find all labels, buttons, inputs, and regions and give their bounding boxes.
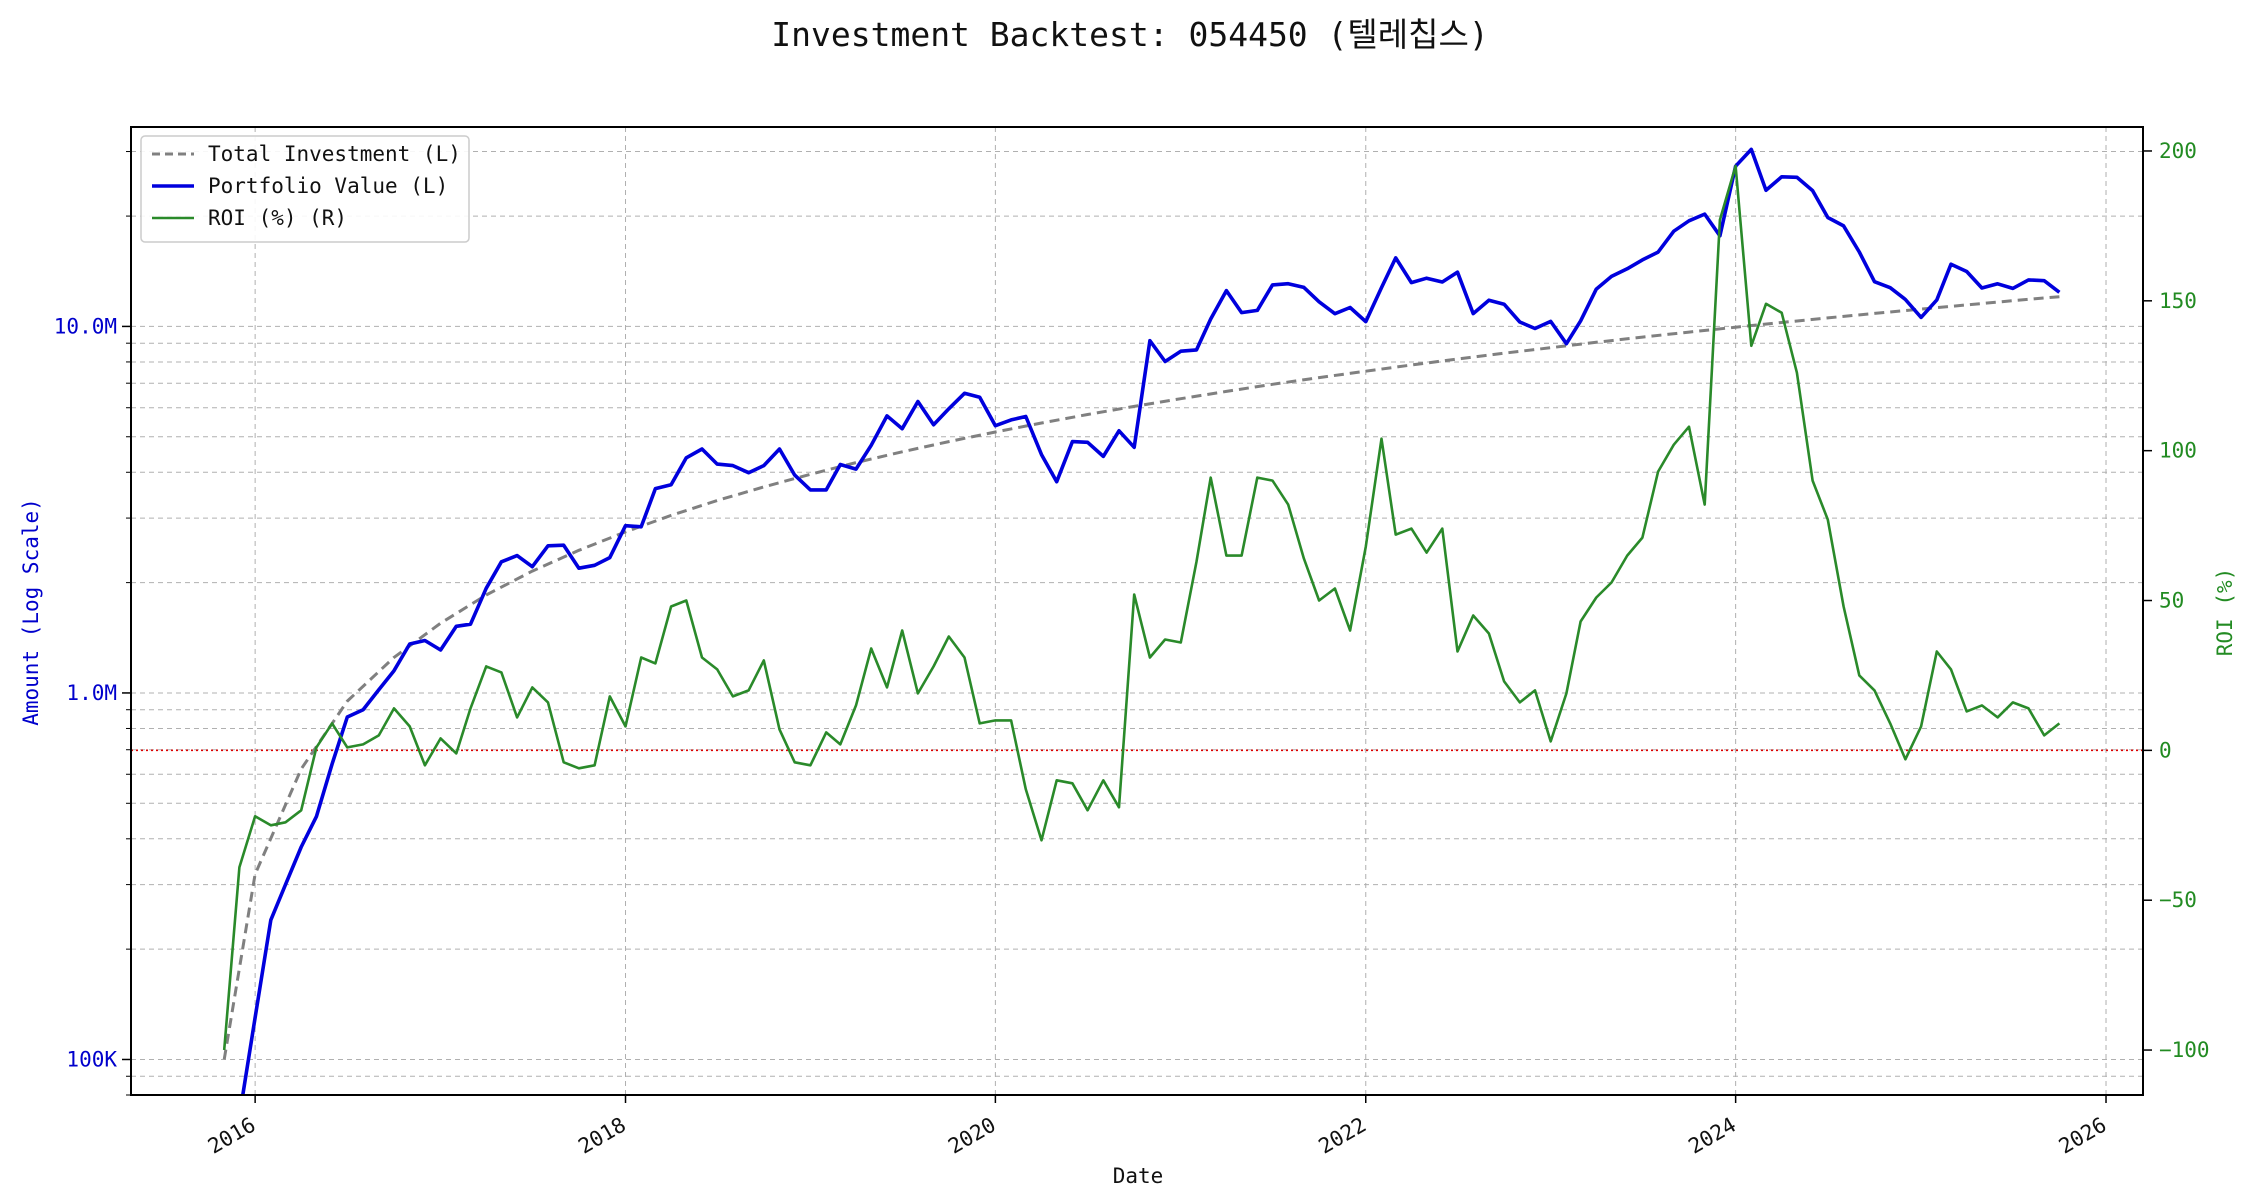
- y-right-tick-label: −50: [2159, 888, 2197, 912]
- x-tick-label: 2022: [1314, 1113, 1370, 1159]
- chart-title: Investment Backtest: 054450 (텔레칩스): [771, 15, 1488, 54]
- legend-label: ROI (%) (R): [208, 206, 347, 230]
- y-right-tick-label: 0: [2159, 738, 2172, 762]
- legend-box: [140, 135, 470, 243]
- y-left-tick-label: 100K: [66, 1047, 117, 1071]
- y-right-tick-label: −100: [2159, 1038, 2210, 1062]
- x-tick-label: 2016: [204, 1113, 260, 1159]
- y-left-axis-label: Amount (Log Scale): [19, 498, 43, 726]
- y-right-tick-label: 100: [2159, 439, 2197, 463]
- portfolio-value-line: [240, 147, 2061, 1095]
- legend-label: Total Investment (L): [208, 142, 461, 166]
- x-tick-label: 2018: [574, 1113, 630, 1159]
- x-tick-label: 2024: [1684, 1113, 1740, 1159]
- y-right-tick-label: 200: [2159, 139, 2197, 163]
- roi-line: [222, 164, 2061, 1051]
- x-axis-label: Date: [1113, 1164, 1164, 1188]
- series-layer: [222, 147, 2061, 1095]
- legend: Total Investment (L) Portfolio Value (L) R…: [140, 135, 470, 243]
- y-left-tick-label: 1.0M: [66, 681, 117, 705]
- y-right-tick-label: 50: [2159, 589, 2184, 613]
- plot-frame: [130, 126, 2144, 1096]
- y-right-axis-label: ROI (%): [2213, 568, 2237, 657]
- x-tick-label: 2026: [2055, 1113, 2111, 1159]
- y-right-tick-label: 150: [2159, 289, 2197, 313]
- total-investment-line: [222, 295, 2060, 1060]
- legend-label: Portfolio Value (L): [208, 174, 448, 198]
- x-tick-label: 2020: [944, 1113, 1000, 1159]
- axis-layer: 2016 2018 2020 2022 2024 2026 100K 1.0M 10.0M −10…: [54, 139, 2210, 1159]
- y-left-tick-label: 10.0M: [54, 314, 117, 338]
